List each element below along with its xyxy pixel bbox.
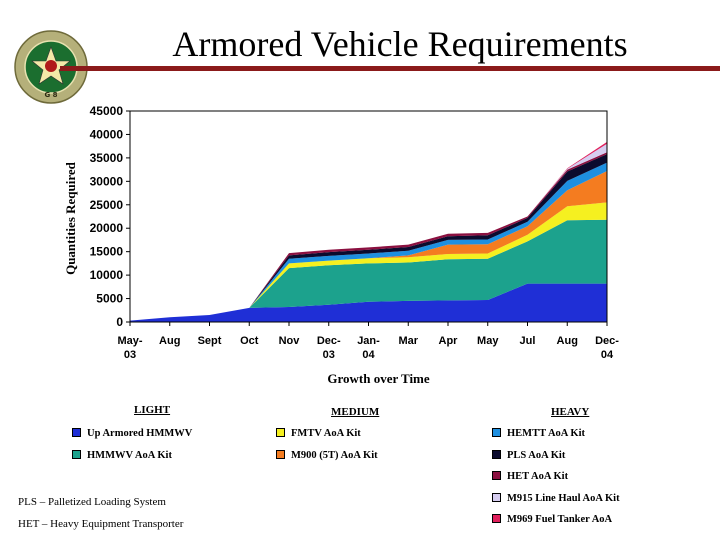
legend-item-hmmwv-aoa-kit: HMMWV AoA Kit — [72, 450, 172, 461]
legend-item-up-armored-hmmwv: Up Armored HMMWV — [72, 428, 192, 439]
x-tick-label: Nov — [279, 335, 301, 347]
legend-swatch — [492, 428, 501, 438]
x-tick-label: Apr — [439, 335, 459, 347]
series-area-hmmwv-aoa-kit — [130, 219, 607, 321]
y-tick-label: 0 — [116, 315, 123, 329]
legend-label: HET AoA Kit — [507, 471, 569, 482]
y-axis-label: Quantities Required — [63, 161, 78, 275]
series-area-fmtv-aoa-kit — [130, 202, 607, 321]
y-tick-label: 35000 — [90, 151, 124, 165]
legend-item-m900-aoa-kit: M900 (5T) AoA Kit — [276, 450, 378, 461]
legend-label: Up Armored HMMWV — [87, 428, 193, 439]
y-tick-label: 40000 — [90, 127, 124, 141]
legend-item-hemtt-aoa-kit: HEMTT AoA Kit — [492, 428, 585, 439]
legend-item-pls-aoa-kit: PLS AoA Kit — [492, 450, 565, 461]
legend-label: HMMWV AoA Kit — [87, 450, 172, 461]
x-tick-label: Dec-03 — [317, 335, 341, 361]
title-underline-bar — [60, 66, 720, 71]
legend-swatch — [276, 450, 285, 460]
legend-swatch — [492, 493, 501, 503]
x-tick-label: Oct — [240, 335, 259, 347]
legend-swatch — [276, 428, 285, 438]
x-tick-label: May-03 — [117, 335, 142, 361]
legend-header-medium: MEDIUM — [331, 406, 380, 418]
legend-swatch — [72, 428, 81, 438]
series-area-up-armored-hmmwv — [130, 283, 607, 322]
legend-item-m969-fuel-tanker-aoa: M969 Fuel Tanker AoA — [492, 514, 612, 525]
legend-header-heavy: HEAVY — [551, 406, 590, 418]
x-tick-label: Jul — [520, 335, 536, 347]
x-tick-label: May — [477, 335, 499, 347]
legend-label: PLS AoA Kit — [507, 450, 566, 461]
y-tick-label: 5000 — [96, 292, 123, 306]
x-tick-label: Aug — [159, 335, 180, 347]
legend-item-het-aoa-kit: HET AoA Kit — [492, 471, 568, 482]
legend-label: M900 (5T) AoA Kit — [291, 450, 378, 461]
x-tick-label: Dec-04 — [595, 335, 619, 361]
x-tick-label: Aug — [557, 335, 578, 347]
legend-label: M915 Line Haul AoA Kit — [507, 493, 620, 504]
legend-label: FMTV AoA Kit — [291, 428, 361, 439]
legend-item-m915-line-haul-aoa-kit: M915 Line Haul AoA Kit — [492, 493, 620, 504]
x-tick-label: Jan-04 — [357, 335, 380, 361]
svg-text:G 8: G 8 — [44, 91, 57, 99]
x-tick-label: Sept — [198, 335, 222, 347]
y-tick-label: 20000 — [90, 221, 124, 235]
legend-item-fmtv-aoa-kit: FMTV AoA Kit — [276, 428, 361, 439]
x-tick-label: Mar — [398, 335, 418, 347]
y-tick-label: 25000 — [90, 198, 124, 212]
y-tick-label: 30000 — [90, 174, 124, 188]
y-tick-label: 10000 — [90, 268, 124, 282]
legend-header-light: LIGHT — [134, 404, 171, 416]
y-tick-label: 15000 — [90, 245, 124, 259]
legend-label: HEMTT AoA Kit — [507, 428, 585, 439]
legend-swatch — [492, 471, 501, 481]
footnote-het: HET – Heavy Equipment Transporter — [18, 518, 184, 530]
footnote-pls: PLS – Palletized Loading System — [18, 496, 166, 508]
slide-title: Armored Vehicle Requirements — [172, 24, 628, 64]
legend-swatch — [492, 450, 501, 460]
legend-swatch — [72, 450, 81, 460]
x-axis-label: Growth over Time — [327, 371, 430, 386]
y-tick-label: 45000 — [90, 104, 124, 118]
legend-swatch — [492, 514, 501, 524]
legend-label: M969 Fuel Tanker AoA — [507, 514, 613, 525]
